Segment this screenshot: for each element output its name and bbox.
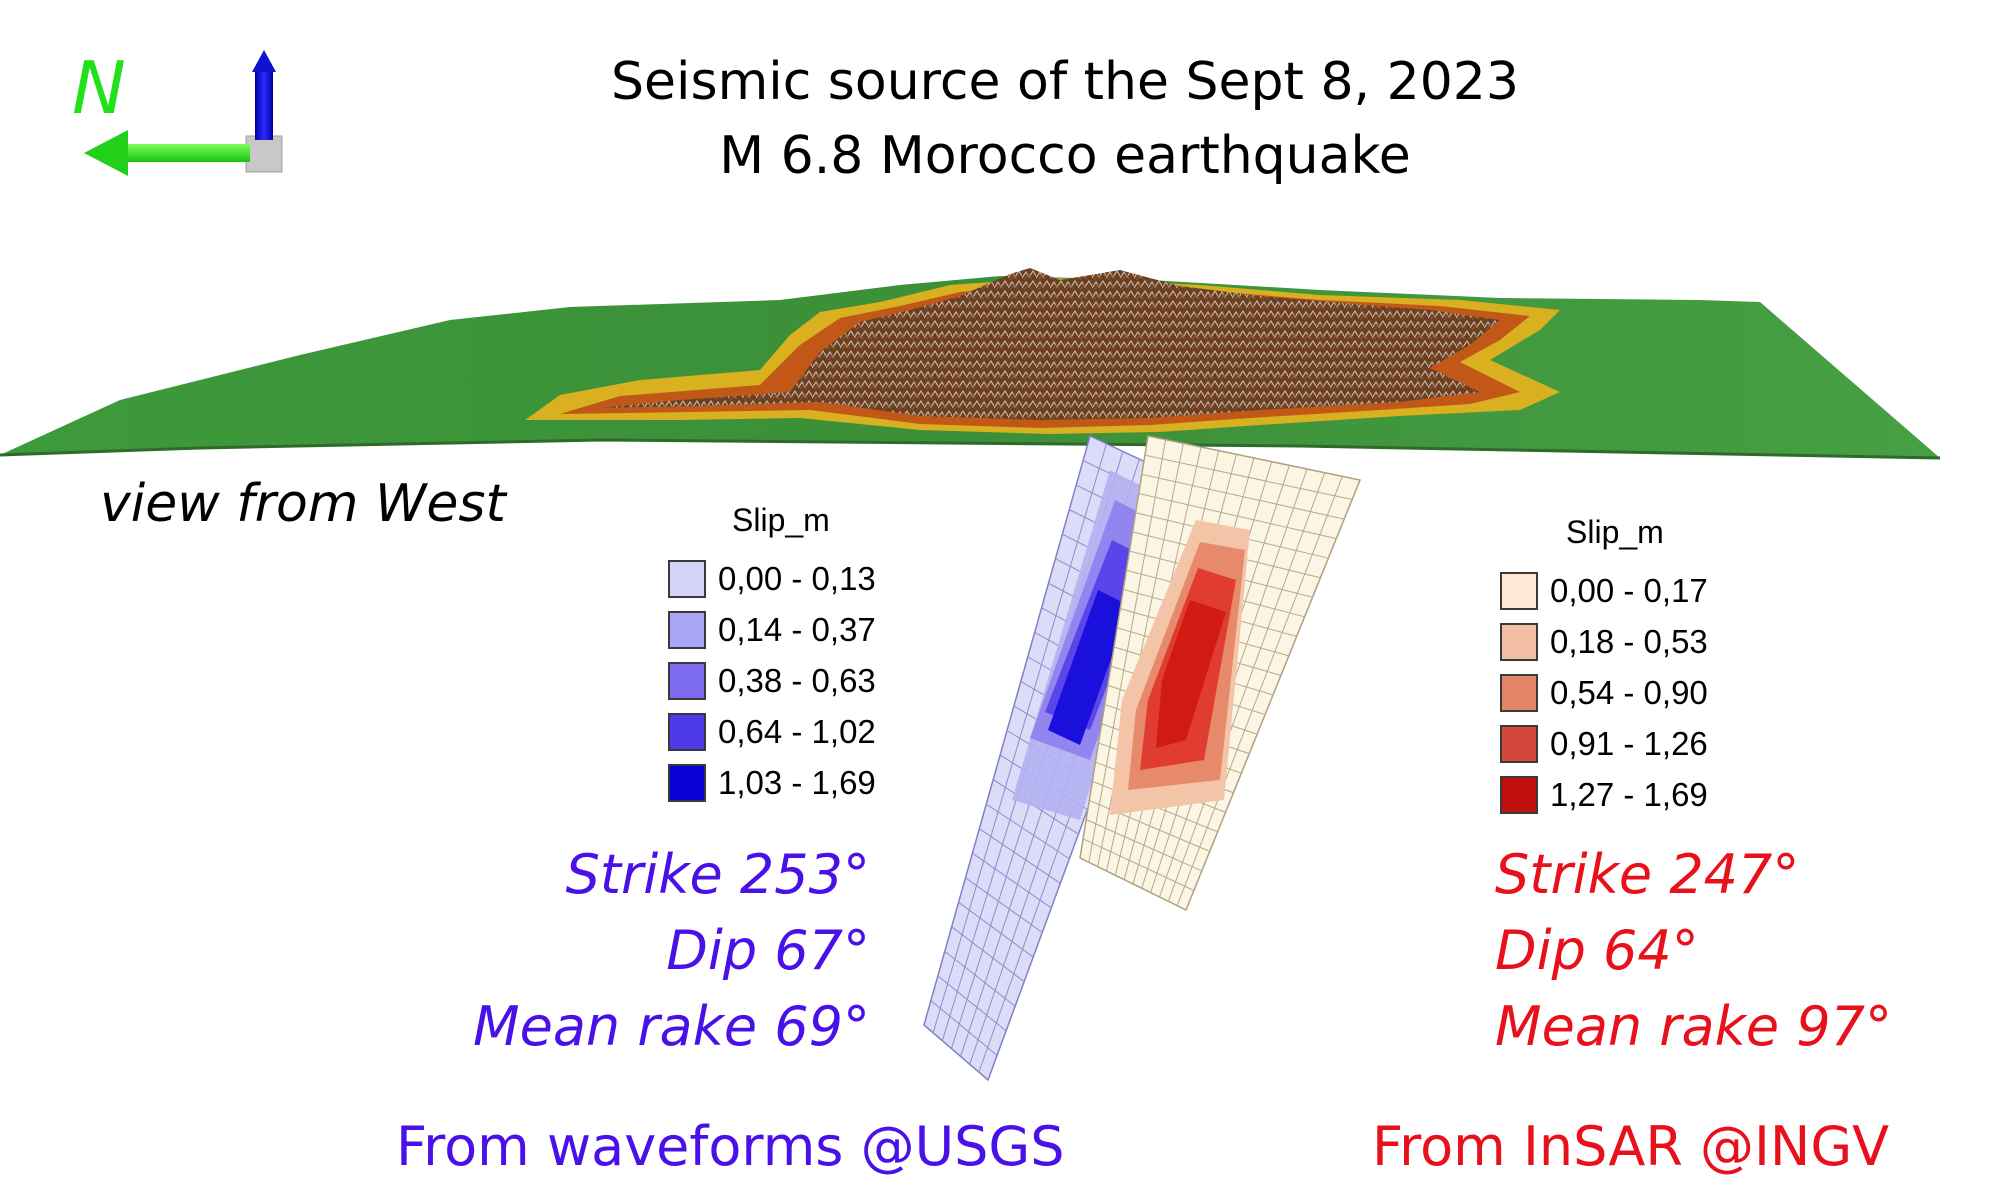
usgs-slip-level-4 [1048, 590, 1130, 745]
usgs-strike: Strike 253° [565, 843, 870, 906]
compass-north-label: N [72, 46, 126, 130]
figure-title-line-1: Seismic source of the Sept 8, 2023 [611, 52, 1519, 112]
figure-title-line-2: M 6.8 Morocco earthquake [719, 126, 1411, 186]
usgs-legend-swatch [668, 559, 706, 598]
usgs-grid-line [985, 803, 1070, 860]
usgs-grid-line [944, 950, 1016, 1007]
ingv-grid-line [1141, 473, 1345, 520]
ingv-grid-line [1085, 819, 1203, 872]
view-direction-label: view from West [100, 474, 506, 534]
usgs-grid-line [937, 975, 1007, 1032]
ingv-legend-swatch [1500, 724, 1538, 763]
usgs-legend-title: Slip_m [732, 502, 830, 538]
usgs-legend-range-label: 1,03 - 1,69 [718, 763, 876, 801]
usgs-legend-row: 1,03 - 1,69 [668, 757, 876, 808]
ingv-grid-line [1082, 838, 1195, 891]
usgs-fault-parameters: Strike 253° Dip 67° Mean rake 69° [420, 848, 870, 1076]
ingv-mean-rake: Mean rake 97° [1495, 995, 1892, 1058]
ingv-slip-legend: Slip_m 0,00 - 0,17 0,18 - 0,53 0,54 - 0,90… [1500, 514, 1708, 820]
usgs-grid-line [965, 877, 1043, 933]
ingv-grid-line [1089, 799, 1210, 852]
usgs-legend-range-label: 0,00 - 0,13 [718, 559, 876, 597]
usgs-legend-swatch [668, 712, 706, 751]
north-arrow-up-shaft [255, 70, 273, 140]
usgs-grid-line [951, 926, 1025, 983]
compass [84, 50, 283, 176]
usgs-source-label: From waveforms @USGS [396, 1115, 1065, 1178]
ingv-legend-row: 0,91 - 1,26 [1500, 718, 1708, 769]
ingv-legend-swatch [1500, 622, 1538, 661]
ingv-legend-range-label: 1,27 - 1,69 [1550, 775, 1708, 813]
usgs-legend-swatch [668, 610, 706, 649]
usgs-legend-range-label: 0,38 - 0,63 [718, 661, 876, 699]
usgs-legend-row: 0,38 - 0,63 [668, 655, 876, 706]
usgs-grid-line [979, 828, 1061, 884]
ingv-fault-parameters: Strike 247° Dip 64° Mean rake 97° [1495, 848, 1892, 1076]
usgs-legend-range-label: 0,64 - 1,02 [718, 712, 876, 750]
ingv-legend-range-label: 0,00 - 0,17 [1550, 571, 1708, 609]
ingv-source-label: From InSAR @INGV [1372, 1115, 1890, 1178]
usgs-grid-line [958, 901, 1034, 958]
north-arrow-left-head [84, 130, 128, 176]
north-arrow-left-shaft [120, 144, 250, 162]
usgs-legend-row: 0,64 - 1,02 [668, 706, 876, 757]
usgs-legend-row: 0,00 - 0,13 [668, 553, 876, 604]
usgs-mean-rake: Mean rake 69° [473, 995, 870, 1058]
usgs-legend-swatch [668, 763, 706, 802]
usgs-legend-range-label: 0,14 - 0,37 [718, 610, 876, 648]
ingv-grid-line [1138, 493, 1337, 540]
ingv-legend-swatch [1500, 775, 1538, 814]
ingv-legend-row: 0,54 - 0,90 [1500, 667, 1708, 718]
ingv-slip-patch [1110, 520, 1250, 815]
ingv-slip-level-4 [1156, 600, 1226, 748]
ingv-legend-range-label: 0,54 - 0,90 [1550, 673, 1708, 711]
north-arrow-up-head [252, 50, 276, 72]
terrain-block [0, 268, 1941, 460]
ingv-legend-row: 1,27 - 1,69 [1500, 769, 1708, 820]
ingv-strike: Strike 247° [1495, 843, 1800, 906]
usgs-grid-line [972, 852, 1052, 909]
ingv-dip: Dip 64° [1495, 919, 1699, 982]
ingv-grid-line [1144, 454, 1353, 501]
terrain-edge [0, 438, 1941, 460]
ingv-fault-plane [1079, 435, 1362, 912]
ingv-legend-swatch [1500, 673, 1538, 712]
ingv-legend-row: 0,18 - 0,53 [1500, 616, 1708, 667]
ingv-legend-title: Slip_m [1566, 514, 1664, 550]
usgs-slip-legend: Slip_m 0,00 - 0,13 0,14 - 0,37 0,38 - 0,63… [668, 502, 876, 808]
ingv-legend-range-label: 0,91 - 1,26 [1550, 724, 1708, 762]
ingv-legend-row: 0,00 - 0,17 [1500, 565, 1708, 616]
usgs-legend-row: 0,14 - 0,37 [668, 604, 876, 655]
terrain-mountains [600, 268, 1500, 420]
ingv-legend-range-label: 0,18 - 0,53 [1550, 622, 1708, 660]
usgs-legend-swatch [668, 661, 706, 700]
usgs-grid-line [930, 1000, 998, 1056]
usgs-dip: Dip 67° [666, 919, 870, 982]
ingv-legend-swatch [1500, 571, 1538, 610]
